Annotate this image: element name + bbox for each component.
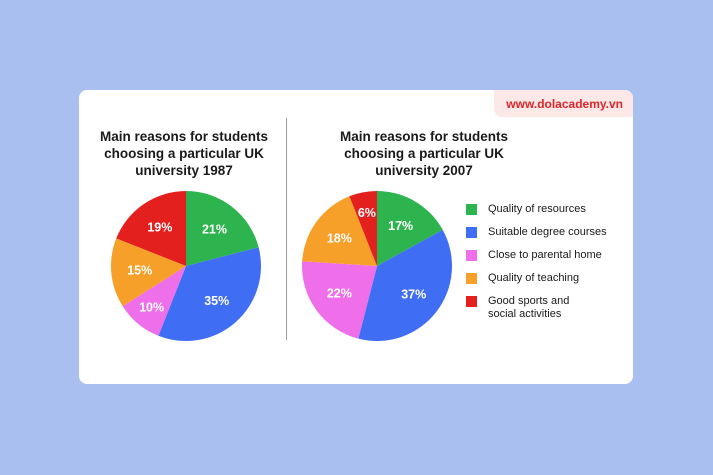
legend-swatch: [466, 227, 477, 238]
legend-item: Suitable degree courses: [466, 226, 631, 239]
chart-title-1987: Main reasons for students choosing a par…: [99, 129, 269, 178]
slice-label: 15%: [127, 263, 152, 277]
slice-label: 37%: [401, 288, 426, 302]
legend-swatch: [466, 204, 477, 215]
pie-slice: [358, 229, 452, 341]
pie-slice: [116, 191, 186, 266]
chart-title-2007: Main reasons for students choosing a par…: [339, 129, 509, 178]
legend-label: Close to parental home: [488, 249, 602, 261]
slice-label: 22%: [327, 286, 352, 300]
pie-chart-1987: 21% 35% 10% 15% 19%: [111, 191, 261, 341]
legend-swatch: [466, 250, 477, 261]
legend-item: Good sports and social activities: [466, 295, 631, 321]
slice-label: 10%: [139, 301, 164, 315]
legend-swatch: [466, 296, 477, 307]
brand-label[interactable]: www.dolacademy.vn: [494, 90, 633, 117]
pie-slice: [302, 261, 377, 339]
pie-slice: [302, 196, 377, 266]
slice-label: 21%: [202, 222, 227, 236]
legend-label: Suitable degree courses: [488, 226, 607, 238]
pie-slice: [158, 247, 261, 341]
slice-label: 35%: [204, 294, 229, 308]
legend-swatch: [466, 273, 477, 284]
slice-label: 6%: [358, 206, 376, 220]
divider: [286, 118, 287, 340]
slice-label: 17%: [388, 219, 413, 233]
legend-item: Close to parental home: [466, 249, 631, 262]
legend-label: Quality of resources: [488, 203, 586, 215]
pie-slice: [122, 266, 186, 336]
pie-slice: [349, 191, 377, 266]
slice-label: 18%: [327, 232, 352, 246]
pie-slice: [377, 191, 443, 266]
pie-chart-2007: 17% 37% 22% 18% 6%: [302, 191, 452, 341]
legend-item: Quality of resources: [466, 203, 631, 216]
chart-card: www.dolacademy.vn Main reasons for stude…: [79, 90, 633, 384]
slice-label: 19%: [147, 221, 172, 235]
legend-label: Quality of teaching: [488, 272, 580, 284]
pie-slice: [111, 238, 186, 307]
legend-label: Good sports and social activities: [488, 295, 570, 320]
legend: Quality of resources Suitable degree cou…: [466, 203, 631, 331]
pie-slice: [186, 191, 259, 266]
legend-item: Quality of teaching: [466, 272, 631, 285]
